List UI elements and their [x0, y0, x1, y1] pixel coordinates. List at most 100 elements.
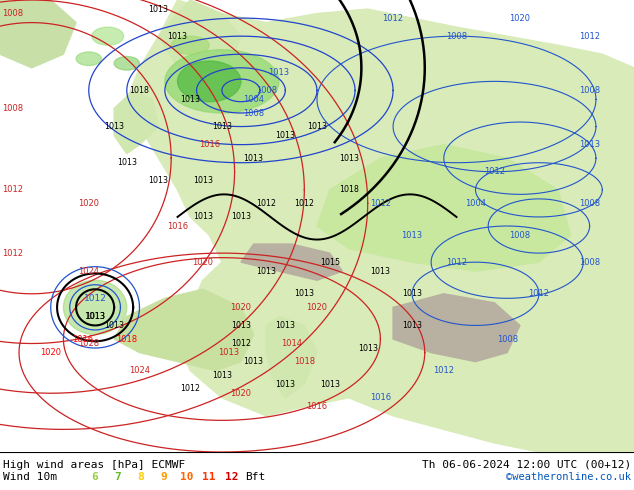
Text: 9: 9 — [160, 472, 167, 482]
Text: 1013: 1013 — [212, 122, 232, 131]
Text: 7: 7 — [115, 472, 121, 482]
Text: 1020: 1020 — [509, 14, 531, 23]
Polygon shape — [0, 0, 76, 68]
Text: ©weatheronline.co.uk: ©weatheronline.co.uk — [507, 472, 631, 482]
Text: 1013: 1013 — [193, 213, 213, 221]
Text: 1013: 1013 — [320, 380, 340, 389]
Text: 1008: 1008 — [579, 199, 600, 208]
Text: 1013: 1013 — [243, 154, 264, 163]
Text: 1008: 1008 — [509, 230, 531, 240]
Text: 1013: 1013 — [85, 312, 105, 321]
Text: 1013: 1013 — [370, 267, 391, 276]
Text: 11: 11 — [202, 472, 216, 482]
Text: 1013: 1013 — [401, 230, 423, 240]
Text: 1016: 1016 — [72, 335, 93, 343]
Polygon shape — [127, 0, 634, 452]
Text: 1012: 1012 — [231, 339, 251, 348]
Polygon shape — [158, 0, 241, 81]
Text: 1012: 1012 — [433, 366, 455, 375]
Text: 1013: 1013 — [243, 357, 264, 366]
Text: 1013: 1013 — [358, 343, 378, 352]
Text: 1013: 1013 — [84, 312, 106, 321]
Text: 1012: 1012 — [370, 199, 391, 208]
Ellipse shape — [114, 56, 139, 70]
Text: 1013: 1013 — [180, 95, 200, 104]
Text: 1028: 1028 — [78, 339, 100, 348]
Polygon shape — [317, 145, 571, 271]
Text: 1012: 1012 — [180, 384, 200, 393]
Text: 1012: 1012 — [256, 199, 276, 208]
Text: 1020: 1020 — [192, 258, 214, 267]
Text: 1008: 1008 — [579, 86, 600, 95]
Text: 1013: 1013 — [217, 348, 239, 357]
Text: 1012: 1012 — [382, 14, 404, 23]
Polygon shape — [266, 317, 317, 398]
Ellipse shape — [63, 280, 127, 335]
Text: 1024: 1024 — [129, 366, 150, 375]
Text: 1012: 1012 — [2, 185, 23, 195]
Polygon shape — [241, 244, 342, 280]
Ellipse shape — [76, 52, 101, 66]
Text: 1014: 1014 — [281, 339, 302, 348]
Text: 1013: 1013 — [275, 380, 295, 389]
Ellipse shape — [178, 61, 241, 102]
Text: 10: 10 — [179, 472, 193, 482]
Polygon shape — [114, 90, 158, 154]
Text: 1008: 1008 — [446, 32, 467, 41]
Text: 1013: 1013 — [275, 321, 295, 330]
Text: 12: 12 — [225, 472, 239, 482]
Text: 1013: 1013 — [231, 321, 251, 330]
Text: 1024: 1024 — [78, 267, 100, 276]
Text: 1020: 1020 — [40, 348, 61, 357]
Text: High wind areas [hPa] ECMWF: High wind areas [hPa] ECMWF — [3, 460, 184, 469]
Text: 1020: 1020 — [230, 389, 252, 398]
Text: 1012: 1012 — [446, 258, 467, 267]
Text: 1008: 1008 — [579, 258, 600, 267]
Text: 1012: 1012 — [484, 167, 505, 176]
Text: 1013: 1013 — [104, 321, 124, 330]
Text: 1018: 1018 — [129, 86, 150, 95]
Text: 1008: 1008 — [243, 108, 264, 118]
Text: 1012: 1012 — [579, 32, 600, 41]
Text: 1008: 1008 — [2, 9, 23, 18]
Text: 1012: 1012 — [84, 294, 107, 303]
Polygon shape — [393, 294, 520, 362]
Text: 1013: 1013 — [294, 289, 314, 298]
Text: 1013: 1013 — [402, 321, 422, 330]
Text: 1013: 1013 — [402, 289, 422, 298]
Text: 1013: 1013 — [231, 213, 251, 221]
Text: 1013: 1013 — [117, 158, 137, 167]
Text: Bft: Bft — [245, 472, 265, 482]
Text: 1012: 1012 — [528, 289, 550, 298]
Text: 1013: 1013 — [275, 131, 295, 140]
Ellipse shape — [92, 27, 124, 45]
Ellipse shape — [165, 49, 279, 113]
Text: 1008: 1008 — [2, 104, 23, 113]
Text: 1013: 1013 — [193, 176, 213, 185]
Text: 8: 8 — [138, 472, 144, 482]
Text: 1013: 1013 — [212, 370, 232, 380]
Text: 1013: 1013 — [148, 4, 169, 14]
Text: 1016: 1016 — [198, 140, 220, 149]
Text: Th 06-06-2024 12:00 UTC (00+12): Th 06-06-2024 12:00 UTC (00+12) — [422, 460, 631, 469]
Text: 1013: 1013 — [307, 122, 327, 131]
Text: 1013: 1013 — [148, 176, 169, 185]
Text: 1018: 1018 — [116, 335, 138, 343]
Text: Wind 10m: Wind 10m — [3, 472, 56, 482]
Text: 1004: 1004 — [243, 95, 264, 104]
Text: 1008: 1008 — [496, 335, 518, 343]
Text: 1013: 1013 — [256, 267, 276, 276]
Text: 1016: 1016 — [306, 402, 328, 411]
Text: 1020: 1020 — [306, 303, 328, 312]
Text: 1013: 1013 — [339, 154, 359, 163]
Text: 1012: 1012 — [294, 199, 314, 208]
Text: 1016: 1016 — [167, 221, 188, 230]
Text: 1012: 1012 — [2, 248, 23, 258]
Text: 1020: 1020 — [230, 303, 252, 312]
Polygon shape — [114, 289, 254, 370]
Text: 1013: 1013 — [268, 68, 290, 77]
Text: 1015: 1015 — [320, 258, 340, 267]
Text: 1018: 1018 — [294, 357, 315, 366]
Text: 1018: 1018 — [339, 185, 359, 195]
Text: 1013: 1013 — [579, 140, 600, 149]
